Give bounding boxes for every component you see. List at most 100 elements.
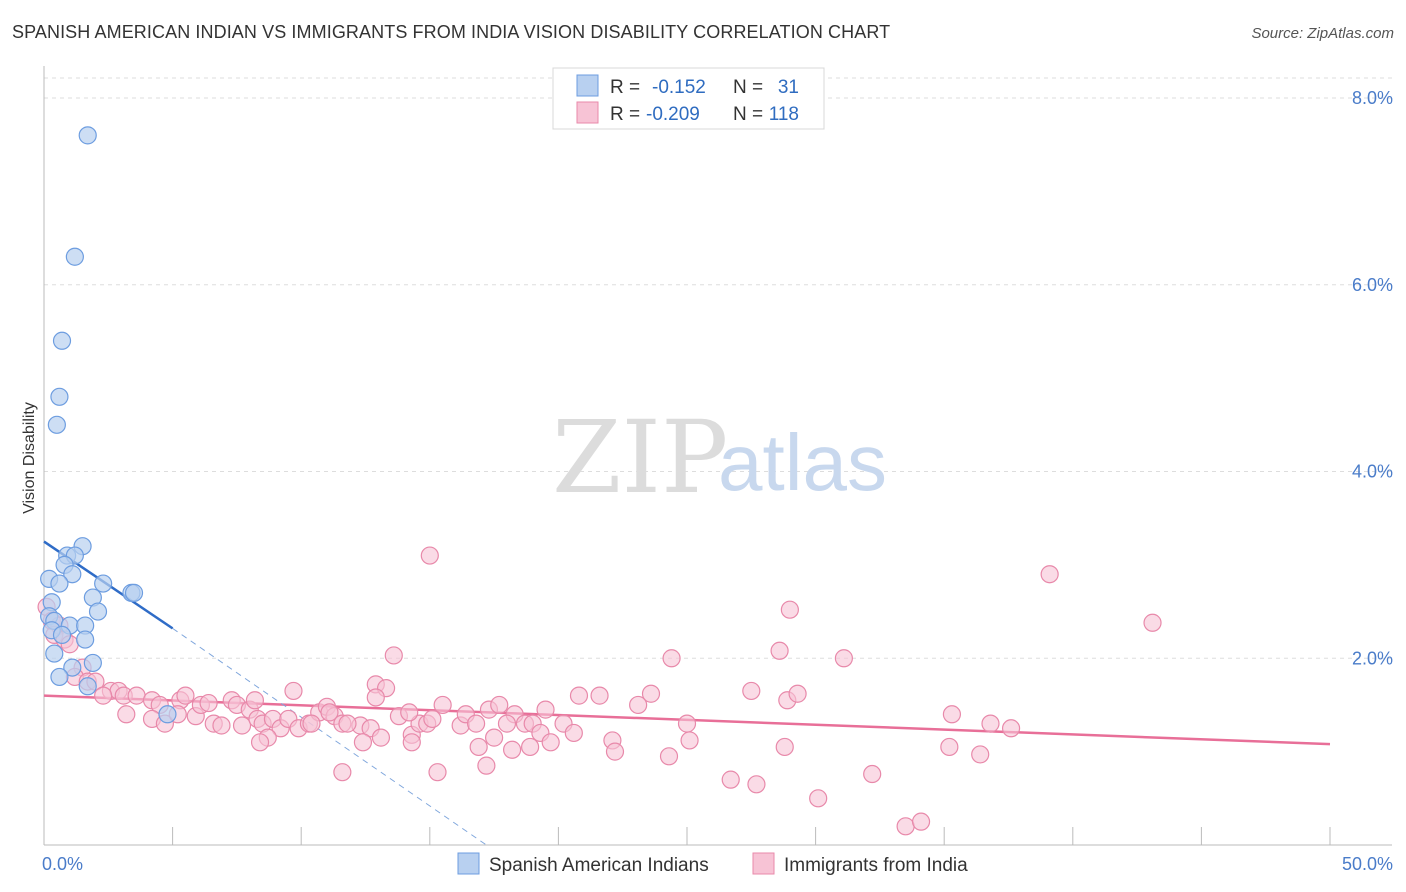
point-spanish-american-indians [45, 644, 64, 663]
point-immigrants-india [420, 546, 439, 565]
legend-n-value-1: 31 [778, 77, 799, 98]
legend-swatch-pink [576, 101, 599, 124]
watermark-atlas: atlas [718, 418, 887, 507]
y-tick-label-2: 2.0% [1352, 648, 1393, 668]
point-immigrants-india [212, 716, 231, 735]
point-spanish-american-indians [63, 565, 82, 584]
point-spanish-american-indians [76, 630, 95, 649]
point-immigrants-india [353, 733, 373, 752]
point-immigrants-india [809, 789, 828, 808]
y-tick-label-6: 6.0% [1352, 275, 1393, 295]
y-tick-labels: 2.0% 4.0% 6.0% 8.0% [1352, 88, 1393, 668]
point-immigrants-india [521, 737, 540, 757]
point-immigrants-india [466, 714, 486, 733]
point-immigrants-india [284, 681, 303, 701]
point-immigrants-india [477, 756, 496, 775]
point-immigrants-india [775, 737, 794, 757]
point-immigrants-india [896, 817, 915, 836]
legend-n-label-2: N = [733, 104, 763, 125]
legend-r-label-2: R = [610, 104, 640, 125]
point-immigrants-india [94, 686, 113, 705]
point-immigrants-india [780, 600, 799, 619]
point-immigrants-india [940, 737, 959, 757]
point-spanish-american-indians [78, 677, 97, 696]
source-label: Source: ZipAtlas.com [1251, 25, 1394, 42]
y-tick-label-8: 8.0% [1352, 88, 1393, 108]
point-immigrants-india [680, 731, 699, 750]
point-immigrants-india [469, 737, 488, 757]
legend-r-value-1: -0.152 [652, 77, 706, 98]
point-immigrants-india [981, 714, 1000, 733]
point-immigrants-india [371, 728, 391, 747]
chart-title: SPANISH AMERICAN INDIAN VS IMMIGRANTS FR… [12, 22, 891, 42]
series-legend: Spanish American Indians Immigrants from… [457, 852, 968, 876]
point-immigrants-india [629, 695, 648, 715]
point-immigrants-india [503, 740, 522, 759]
point-spanish-american-indians [158, 705, 177, 724]
point-immigrants-india [245, 691, 265, 710]
point-immigrants-india [117, 705, 136, 724]
point-immigrants-india [788, 684, 807, 703]
point-immigrants-india [1143, 613, 1162, 632]
point-immigrants-india [541, 733, 560, 752]
x-tick-label-min: 0.0% [42, 854, 83, 874]
point-immigrants-india [564, 723, 583, 743]
point-spanish-american-indians [65, 247, 84, 266]
legend-n-label-1: N = [733, 77, 763, 98]
point-spanish-american-indians [50, 667, 69, 687]
point-immigrants-india [497, 714, 517, 733]
point-immigrants-india [402, 733, 421, 752]
point-immigrants-india [400, 703, 419, 722]
point-immigrants-india [423, 709, 442, 729]
point-immigrants-india [834, 649, 853, 668]
point-immigrants-india [485, 728, 504, 747]
watermark-zip: ZIP [552, 399, 728, 516]
point-immigrants-india [199, 693, 218, 713]
legend-r-value-2: -0.209 [646, 104, 700, 125]
point-immigrants-india [569, 686, 589, 705]
point-immigrants-india [250, 733, 270, 752]
y-axis-title: Vision Disability [21, 402, 38, 514]
point-immigrants-india [433, 695, 452, 715]
point-immigrants-india [232, 716, 252, 735]
series-legend-label-blue: Spanish American Indians [489, 855, 709, 876]
point-spanish-american-indians [50, 574, 69, 593]
series-legend-swatch-pink [752, 852, 775, 875]
point-immigrants-india [1040, 565, 1059, 584]
point-immigrants-india [971, 745, 990, 764]
point-spanish-american-indians [83, 653, 102, 673]
point-immigrants-india [742, 681, 761, 701]
point-immigrants-india [333, 763, 352, 782]
point-immigrants-india [176, 686, 195, 705]
point-immigrants-india [747, 775, 766, 794]
point-immigrants-india [338, 714, 357, 733]
legend-r-label-1: R = [610, 77, 640, 98]
point-spanish-american-indians [124, 583, 144, 602]
correlation-legend: R = -0.152 N = 31 R = -0.209 N = 118 [552, 67, 825, 130]
point-immigrants-india [428, 763, 447, 782]
point-spanish-american-indians [47, 415, 66, 434]
legend-n-value-2: 118 [769, 104, 799, 125]
point-immigrants-india [490, 695, 509, 715]
point-immigrants-india [641, 684, 661, 703]
series-legend-swatch-blue [457, 852, 480, 875]
point-immigrants-india [320, 703, 339, 722]
point-immigrants-india [721, 770, 740, 789]
point-spanish-american-indians [63, 658, 82, 677]
point-immigrants-india [911, 812, 931, 831]
point-immigrants-india [590, 686, 609, 705]
points-layer [37, 126, 1162, 836]
point-spanish-american-indians [50, 387, 69, 406]
point-immigrants-india [770, 641, 789, 660]
point-spanish-american-indians [78, 126, 97, 145]
point-immigrants-india [677, 714, 697, 733]
point-immigrants-india [366, 688, 385, 707]
point-immigrants-india [942, 705, 962, 724]
point-spanish-american-indians [88, 602, 108, 621]
axes-layer [43, 66, 1392, 846]
point-spanish-american-indians [94, 574, 113, 593]
point-immigrants-india [127, 686, 146, 705]
point-immigrants-india [384, 646, 403, 665]
point-immigrants-india [1001, 719, 1021, 738]
